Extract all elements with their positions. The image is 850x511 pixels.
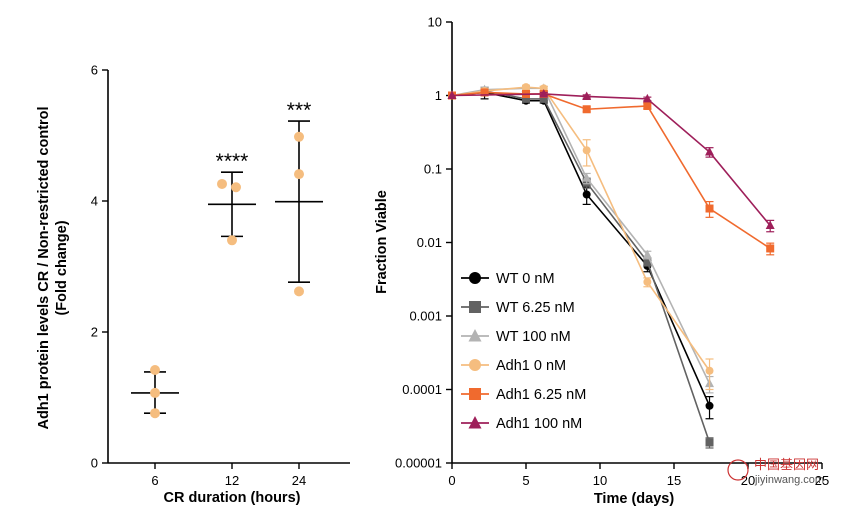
data-point xyxy=(642,93,652,103)
series-wt-100-nm xyxy=(447,83,715,394)
right-x-tick-label: 25 xyxy=(815,473,829,488)
legend-label: WT 6.25 nM xyxy=(496,300,575,316)
left-x-tick-label: 6 xyxy=(151,473,158,488)
left-y-tick-label: 2 xyxy=(91,325,98,340)
data-point xyxy=(447,90,457,99)
legend-swatch-marker xyxy=(469,272,481,284)
group-6h xyxy=(131,364,179,419)
left-y-tick-label: 6 xyxy=(91,63,98,78)
data-point xyxy=(294,131,304,142)
group-12h: **** xyxy=(208,150,256,246)
data-point xyxy=(705,366,714,375)
data-point xyxy=(150,387,160,398)
left-y-axis-title-line2: (Fold change) xyxy=(54,220,70,315)
data-point xyxy=(522,94,530,103)
right-panel: Fraction Viable Time (days) 0.00001 0.000… xyxy=(374,15,829,508)
legend-swatch-marker xyxy=(468,329,482,342)
data-point xyxy=(582,105,591,114)
legend-item: WT 0 nM xyxy=(461,271,555,287)
right-x-tick-label: 5 xyxy=(522,473,529,488)
left-y-tick-label: 0 xyxy=(91,456,98,471)
right-x-tick-label: 20 xyxy=(741,473,755,488)
data-point xyxy=(150,408,160,419)
data-point xyxy=(705,401,714,410)
legend-swatch-marker xyxy=(468,416,482,429)
right-y-tick-label: 10 xyxy=(428,15,442,30)
legend-label: WT 0 nM xyxy=(496,271,555,287)
legend-item: WT 6.25 nM xyxy=(461,300,575,316)
left-x-tick-label: 12 xyxy=(225,473,239,488)
right-y-axis-title: Fraction Viable xyxy=(374,190,390,294)
data-point xyxy=(766,244,775,253)
right-x-axis-title: Time (days) xyxy=(594,491,674,507)
right-y-tick-label: 1 xyxy=(435,88,442,103)
data-point xyxy=(522,83,530,92)
data-point xyxy=(150,364,160,375)
data-point xyxy=(217,178,227,189)
data-point xyxy=(231,182,241,193)
data-point xyxy=(480,88,489,97)
group-24h: *** xyxy=(275,99,323,297)
right-x-tick-label: 15 xyxy=(667,473,681,488)
watermark-line1: 中国基因网 xyxy=(754,457,819,472)
data-point xyxy=(294,169,304,180)
data-point xyxy=(582,173,592,182)
series-line xyxy=(451,91,711,407)
left-x-tick-label: 24 xyxy=(292,473,306,488)
legend-label: WT 100 nM xyxy=(496,329,571,345)
data-point xyxy=(643,278,652,287)
data-point xyxy=(539,94,548,103)
right-y-tick-label: 0.1 xyxy=(424,162,442,177)
data-point xyxy=(643,101,652,110)
left-x-axis-title: CR duration (hours) xyxy=(164,490,301,506)
data-point xyxy=(294,286,304,297)
data-point xyxy=(705,204,714,213)
data-point xyxy=(227,235,237,246)
legend-item: WT 100 nM xyxy=(461,329,571,345)
series-wt-0-nm xyxy=(448,86,714,420)
data-point xyxy=(705,147,715,156)
watermark-line2: jiyinwang.com xyxy=(754,474,824,486)
right-y-tick-label: 0.0001 xyxy=(402,382,442,397)
legend-swatch-marker xyxy=(469,359,481,371)
left-panel: Adh1 protein levels CR / Non-restricted … xyxy=(36,63,350,506)
series-line xyxy=(451,91,771,250)
left-y-tick-label: 4 xyxy=(91,194,98,209)
data-point xyxy=(643,257,652,266)
legend-item: Adh1 6.25 nM xyxy=(461,387,586,403)
legend-label: Adh1 6.25 nM xyxy=(496,387,586,403)
right-y-tick-label: 0.00001 xyxy=(395,456,442,471)
significance-label: **** xyxy=(216,150,249,173)
legend-item: Adh1 100 nM xyxy=(461,416,582,432)
legend-label: Adh1 100 nM xyxy=(496,416,582,432)
series-line xyxy=(451,87,711,385)
legend-swatch-marker xyxy=(469,388,481,400)
series-adh1-0-nm xyxy=(448,83,714,391)
data-point xyxy=(705,438,714,447)
legend-item: Adh1 0 nM xyxy=(461,358,566,374)
legend-swatch-marker xyxy=(469,301,481,313)
data-point xyxy=(765,220,775,230)
watermark: 中国基因网 jiyinwang.com xyxy=(727,457,824,486)
right-y-tick-label: 0.001 xyxy=(409,309,442,324)
significance-label: *** xyxy=(287,99,312,122)
series-line xyxy=(451,93,771,227)
data-point xyxy=(582,146,591,155)
right-x-tick-label: 0 xyxy=(448,473,455,488)
legend-label: Adh1 0 nM xyxy=(496,358,566,374)
watermark-logo-icon xyxy=(727,459,749,481)
data-point xyxy=(582,91,592,100)
right-y-tick-label: 0.01 xyxy=(417,235,442,250)
data-point xyxy=(582,190,591,199)
legend: WT 0 nM WT 6.25 nM WT 100 nM Adh1 0 nM Adh1 … xyxy=(461,271,586,432)
right-x-tick-label: 10 xyxy=(593,473,607,488)
left-y-axis-title-line1: Adh1 protein levels CR / Non-restricted … xyxy=(36,106,52,429)
data-point xyxy=(642,249,652,259)
series-adh1-100-nm xyxy=(447,88,775,233)
data-point xyxy=(539,88,549,98)
